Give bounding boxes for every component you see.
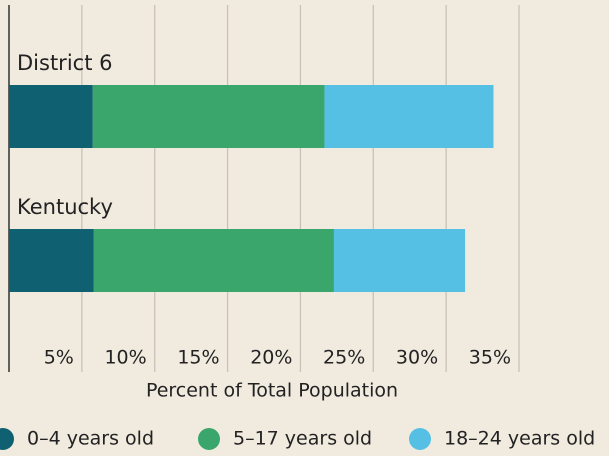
x-tick-label: 30%	[396, 347, 438, 369]
x-axis-label: Percent of Total Population	[146, 380, 398, 402]
legend-swatch	[198, 428, 220, 450]
bar-segment	[93, 229, 334, 292]
x-tick-label: 35%	[469, 347, 511, 369]
bar-segment	[333, 229, 466, 292]
legend-label: 5–17 years old	[233, 428, 372, 450]
x-tick-label: 25%	[323, 347, 365, 369]
x-tick-label: 5%	[44, 347, 74, 369]
bar-segment	[9, 85, 93, 148]
legend-label: 0–4 years old	[27, 428, 154, 450]
category-label: Kentucky	[17, 195, 113, 219]
legend-swatch	[0, 428, 14, 450]
category-label: District 6	[17, 51, 112, 75]
bar-segment	[324, 85, 494, 148]
x-tick-label: 20%	[250, 347, 292, 369]
legend-swatch	[409, 428, 431, 450]
bar-segment	[92, 85, 325, 148]
x-tick-label: 10%	[104, 347, 146, 369]
x-tick-label: 15%	[177, 347, 219, 369]
bar-segment	[9, 229, 94, 292]
legend-label: 18–24 years old	[444, 428, 595, 450]
